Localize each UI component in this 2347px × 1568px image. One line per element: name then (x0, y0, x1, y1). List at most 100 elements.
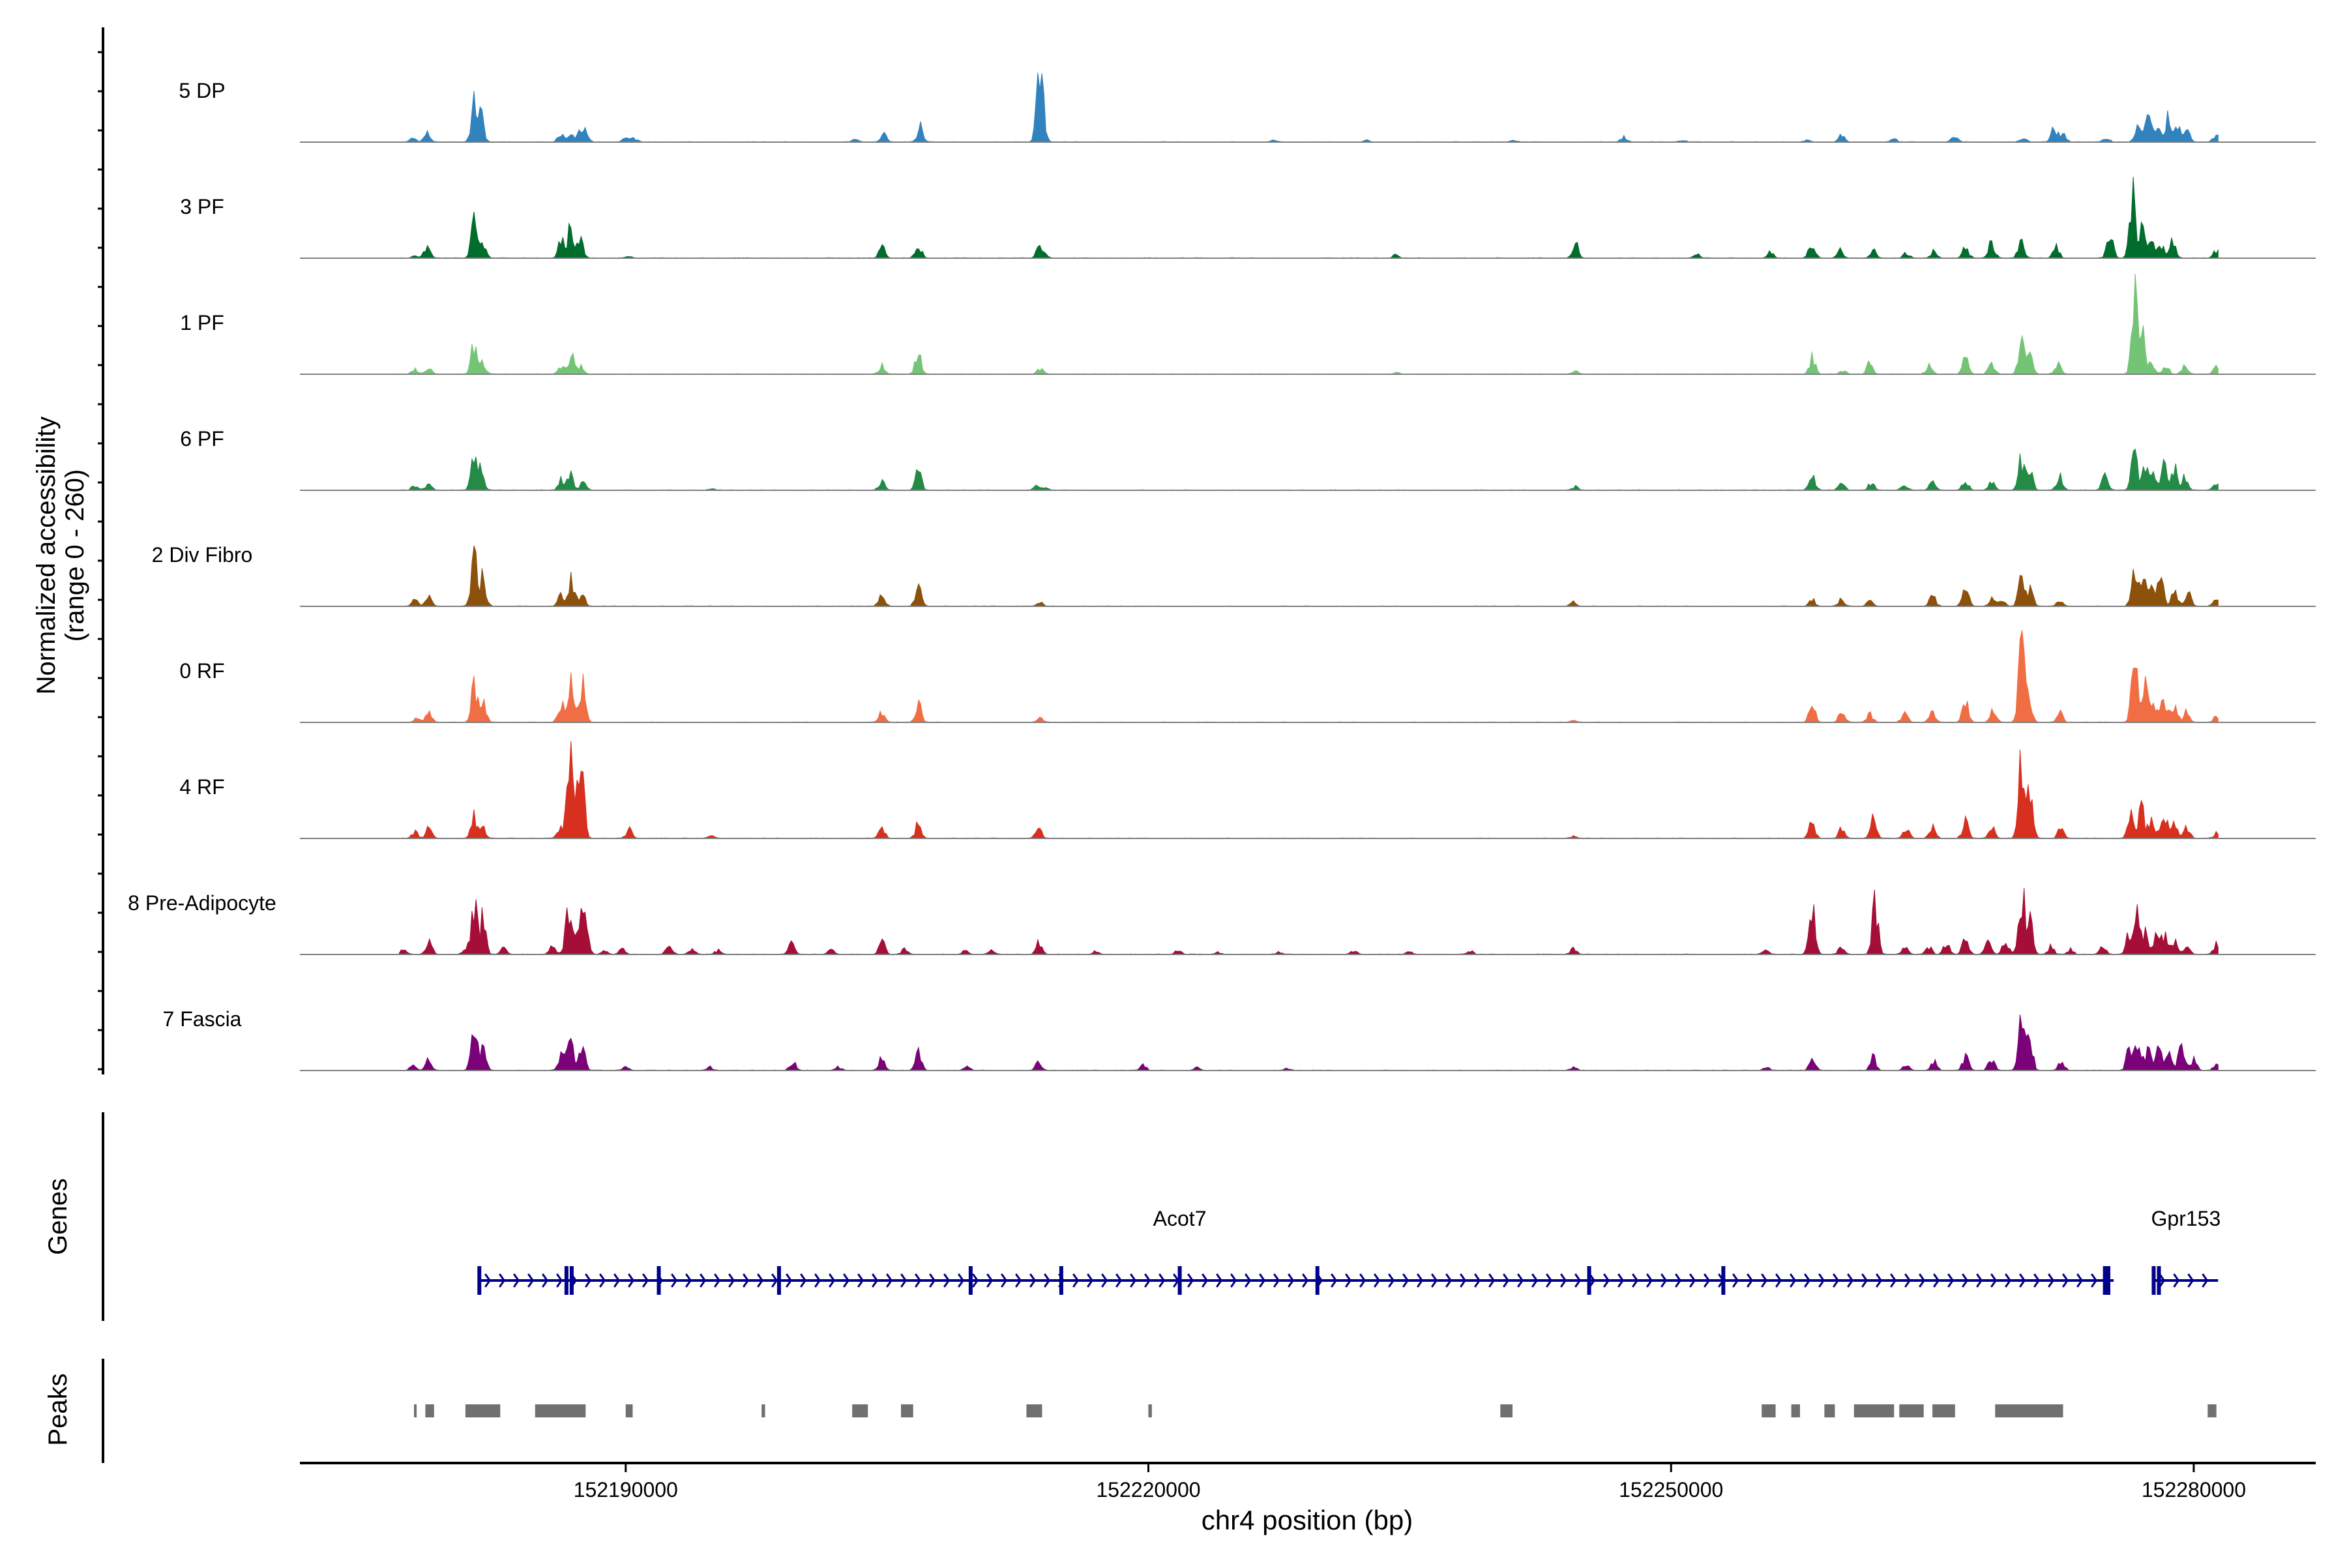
track-0: 5 DP (179, 72, 2316, 143)
strand-arrow (1015, 1273, 1022, 1288)
strand-arrow (1101, 1273, 1108, 1288)
strand-arrow (700, 1273, 707, 1288)
strand-arrow (2091, 1273, 2098, 1288)
strand-arrow (1159, 1273, 1166, 1288)
track-5: 0 RF (179, 630, 2316, 723)
track-label: 1 PF (180, 311, 224, 334)
exon (1587, 1266, 1591, 1295)
peak-region (900, 1404, 913, 1417)
strand-arrow (1087, 1273, 1094, 1288)
strand-arrow (1503, 1273, 1510, 1288)
strand-arrow (1488, 1273, 1496, 1288)
exon (657, 1266, 661, 1295)
strand-arrow (886, 1273, 893, 1288)
strand-arrow (814, 1273, 821, 1288)
peak-region (1026, 1404, 1042, 1417)
gene-name: Gpr153 (2151, 1207, 2221, 1230)
exon (1721, 1266, 1726, 1295)
strand-arrow (943, 1273, 951, 1288)
strand-arrow (1617, 1273, 1625, 1288)
strand-arrow (786, 1273, 793, 1288)
peak-region (1148, 1404, 1152, 1417)
strand-arrow (872, 1273, 879, 1288)
exon (1059, 1266, 1063, 1295)
strand-arrow (1646, 1273, 1653, 1288)
strand-arrow (1445, 1273, 1453, 1288)
gene-acot7: Acot7 (477, 1207, 2114, 1295)
track-label: 2 Div Fibro (152, 543, 253, 567)
x-tick-label: 152190000 (574, 1478, 678, 1501)
strand-arrow (1761, 1273, 1768, 1288)
strand-arrow (1962, 1273, 1969, 1288)
strand-arrow (685, 1273, 692, 1288)
strand-arrow (2159, 1273, 2166, 1288)
strand-arrow (1560, 1273, 1567, 1288)
y-axis-title-line2: (range 0 - 260) (61, 469, 89, 642)
strand-arrow (527, 1273, 535, 1288)
track-8: 7 Fascia (163, 1007, 2316, 1071)
strand-arrow (2187, 1273, 2194, 1288)
strand-arrow (499, 1273, 506, 1288)
strand-arrow (1790, 1273, 1797, 1288)
coverage-area (398, 545, 2219, 607)
exon (968, 1266, 973, 1295)
strand-arrow (2173, 1273, 2180, 1288)
peak-region (1932, 1404, 1955, 1417)
exon (2157, 1266, 2161, 1295)
strand-arrow (1144, 1273, 1151, 1288)
peak-region (625, 1404, 633, 1417)
strand-arrow (599, 1273, 606, 1288)
peak-region (2207, 1404, 2217, 1417)
strand-arrow (2076, 1273, 2084, 1288)
coverage-area (398, 741, 2219, 839)
peak-region (1500, 1404, 1513, 1417)
strand-arrow (1919, 1273, 1926, 1288)
strand-arrow (1187, 1273, 1194, 1288)
exon (776, 1266, 781, 1295)
strand-arrow (484, 1273, 492, 1288)
strand-arrow (1574, 1273, 1582, 1288)
strand-arrow (1904, 1273, 1912, 1288)
strand-arrow (1474, 1273, 1481, 1288)
exon (1315, 1266, 1320, 1295)
strand-arrow (671, 1273, 678, 1288)
strand-arrow (1890, 1273, 1897, 1288)
strand-arrow (2202, 1273, 2209, 1288)
coverage-area (398, 630, 2219, 723)
strand-arrow (843, 1273, 850, 1288)
peak-region (1762, 1404, 1776, 1417)
strand-arrow (1675, 1273, 1682, 1288)
strand-arrow (972, 1273, 979, 1288)
track-6: 4 RF (179, 741, 2316, 839)
strand-arrow (1775, 1273, 1782, 1288)
track-label: 3 PF (180, 195, 224, 218)
track-7: 8 Pre-Adipocyte (128, 888, 2316, 955)
track-label: 4 RF (179, 775, 224, 799)
exon (2106, 1266, 2110, 1295)
strand-arrow (1302, 1273, 1309, 1288)
track-label: 6 PF (180, 427, 224, 451)
gene-gpr153: Gpr153 (2151, 1207, 2221, 1295)
strand-arrow (1546, 1273, 1553, 1288)
track-3: 6 PF (180, 427, 2316, 491)
peak-region (1791, 1404, 1800, 1417)
gene-name: Acot7 (1153, 1207, 1207, 1230)
x-axis: 152190000 152220000 152250000 152280000 (300, 1462, 2316, 1501)
strand-arrow (1531, 1273, 1539, 1288)
strand-arrow (958, 1273, 965, 1288)
strand-arrow (743, 1273, 750, 1288)
strand-arrow (628, 1273, 635, 1288)
exon (2103, 1266, 2107, 1295)
track-label: 0 RF (179, 659, 224, 683)
strand-arrow (757, 1273, 764, 1288)
strand-arrow (929, 1273, 936, 1288)
x-tick-label: 152220000 (1096, 1478, 1200, 1501)
genes-track: Acot7 Gpr153 (102, 1112, 2221, 1321)
strand-arrow (513, 1273, 520, 1288)
strand-arrow (1460, 1273, 1467, 1288)
strand-arrow (556, 1273, 563, 1288)
exon (1177, 1266, 1182, 1295)
strand-arrow (857, 1273, 864, 1288)
exon (477, 1266, 482, 1295)
